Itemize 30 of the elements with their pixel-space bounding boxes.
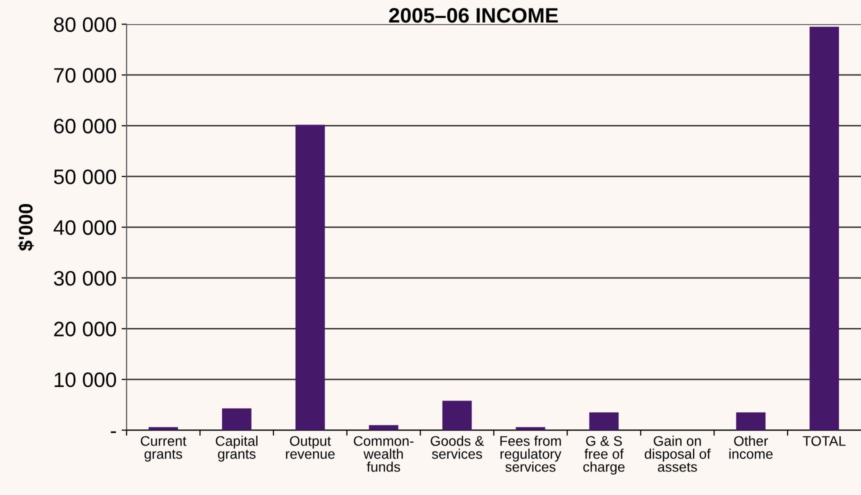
y-tick-label: 60 000	[54, 118, 116, 134]
x-tick-label: Other income	[729, 436, 773, 459]
bar	[810, 26, 839, 430]
chart-title: 2005–06 INCOME	[389, 8, 558, 23]
x-tick-label: TOTAL	[802, 436, 846, 446]
y-tick-label: 20 000	[54, 322, 116, 336]
x-tick-label: Common- wealth funds	[354, 436, 414, 472]
bar	[368, 425, 398, 430]
y-tick-label: 50 000	[54, 169, 116, 184]
bar	[148, 427, 178, 430]
x-tick-label: Capital grants	[216, 436, 258, 462]
x-tick-label: Goods & services	[430, 436, 484, 459]
x-tick-label: Output revenue	[286, 436, 335, 459]
x-tick-label: G & S free of charge	[583, 436, 625, 475]
y-tick-label: -	[110, 431, 116, 433]
x-tick-label: Gain on disposal of assets	[644, 436, 711, 472]
x-tick-label: Current grants	[140, 436, 186, 462]
y-axis-title: $'000	[18, 204, 34, 251]
y-tick-label: 70 000	[54, 68, 116, 83]
x-tick-label: Fees from regulatory services	[500, 436, 562, 472]
bar	[442, 400, 472, 430]
bar	[589, 412, 619, 430]
bar	[736, 412, 766, 430]
y-tick-label: 80 000	[54, 17, 116, 32]
y-tick-label: 10 000	[54, 372, 116, 388]
y-tick-label: 30 000	[54, 270, 116, 286]
bar	[222, 408, 252, 430]
y-tick-label: 40 000	[54, 220, 116, 235]
bar	[295, 124, 325, 430]
bar	[516, 427, 546, 430]
